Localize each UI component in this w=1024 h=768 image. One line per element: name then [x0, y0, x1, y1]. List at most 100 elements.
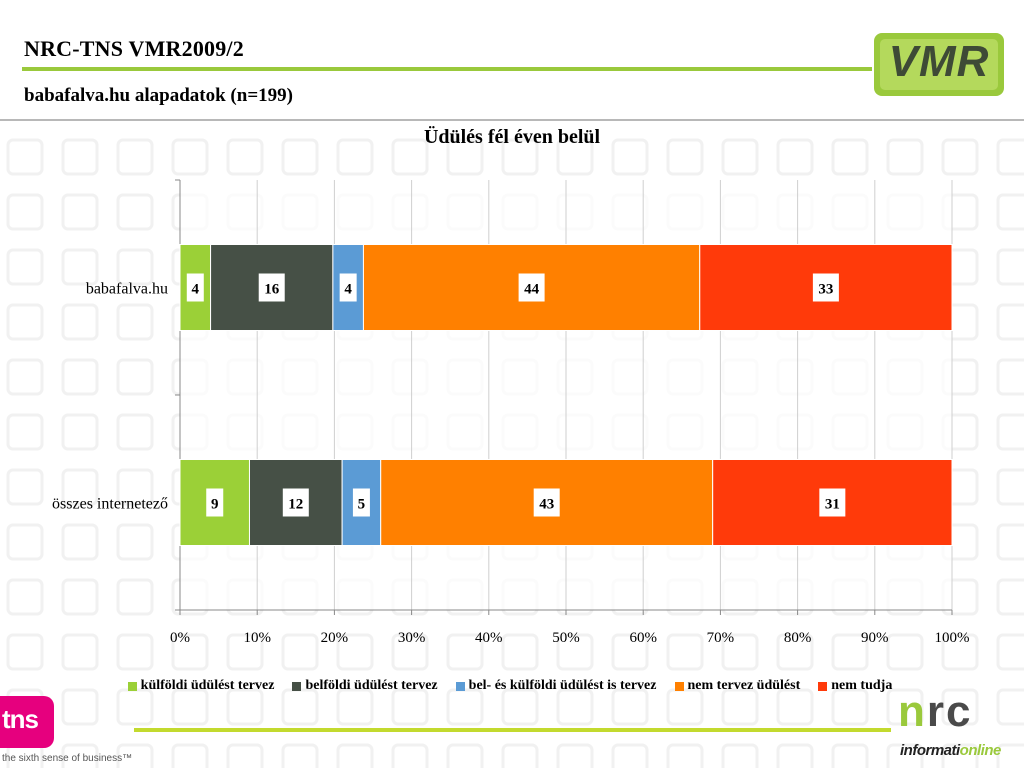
bg-square — [171, 633, 209, 671]
bg-square — [776, 743, 814, 768]
bg-square — [446, 688, 484, 726]
data-label: 5 — [358, 497, 366, 513]
x-tick-label: 100% — [935, 630, 970, 646]
legend-label: belföldi üdülést tervez — [305, 678, 438, 693]
nrc-logo-n: n — [898, 687, 927, 736]
bg-square — [776, 688, 814, 726]
legend-swatch — [818, 681, 828, 691]
bg-square — [886, 138, 924, 176]
category-label: összes internetező — [52, 496, 168, 513]
chart-legend: külföldi üdülést tervez belföldi üdülést … — [60, 676, 960, 696]
bg-square — [611, 138, 649, 176]
data-label: 9 — [211, 497, 219, 513]
bg-square — [391, 138, 429, 176]
bg-square — [831, 138, 869, 176]
data-label-box — [206, 488, 224, 517]
bg-square — [61, 303, 99, 341]
legend-label: nem tudja — [831, 678, 893, 693]
legend-item: belföldi üdülést tervez — [292, 678, 438, 694]
bg-square — [336, 688, 374, 726]
x-tick-label: 10% — [243, 630, 271, 646]
x-tick-label: 0% — [170, 630, 190, 646]
bg-square — [391, 688, 429, 726]
data-label: 43 — [539, 497, 554, 513]
bg-square — [886, 633, 924, 671]
bg-square — [116, 523, 154, 561]
bg-square — [996, 743, 1024, 768]
bg-square — [336, 633, 374, 671]
bg-square — [61, 633, 99, 671]
bg-square — [666, 688, 704, 726]
bg-square — [996, 303, 1024, 341]
informationline-prefix: informati — [900, 742, 960, 759]
x-tick-label: 40% — [475, 630, 503, 646]
bg-square — [6, 578, 44, 616]
bg-square — [116, 413, 154, 451]
bg-square — [61, 743, 99, 768]
data-label-box — [819, 488, 846, 517]
bg-square — [721, 633, 759, 671]
data-label-box — [518, 273, 545, 302]
bg-square — [226, 138, 264, 176]
data-label: 44 — [524, 282, 540, 298]
x-tick-label: 30% — [398, 630, 426, 646]
legend-label: bel- és külföldi üdülést is tervez — [468, 678, 657, 693]
bg-square — [996, 578, 1024, 616]
nrc-logo-text: nrc — [898, 690, 972, 734]
bg-square — [831, 688, 869, 726]
bg-square — [6, 193, 44, 231]
bg-square — [61, 523, 99, 561]
legend-swatch — [455, 681, 465, 691]
x-tick-label: 90% — [861, 630, 889, 646]
data-label: 16 — [264, 282, 280, 298]
page-title: NRC-TNS VMR2009/2 — [24, 36, 244, 61]
x-tick-label: 60% — [629, 630, 657, 646]
bg-square — [941, 743, 979, 768]
bg-square — [501, 633, 539, 671]
bg-square — [886, 688, 924, 726]
bg-square — [776, 633, 814, 671]
data-label: 12 — [288, 497, 303, 513]
legend-item: nem tervez üdülést — [674, 678, 800, 694]
page-subtitle: babafalva.hu alapadatok (n=199) — [24, 85, 293, 106]
bg-square — [116, 578, 154, 616]
bg-square — [61, 138, 99, 176]
bg-square — [281, 633, 319, 671]
bg-square — [226, 633, 264, 671]
x-tick-label: 70% — [707, 630, 735, 646]
bg-square — [61, 468, 99, 506]
bg-square — [941, 633, 979, 671]
bg-square — [446, 743, 484, 768]
bg-square — [6, 468, 44, 506]
bg-square — [831, 633, 869, 671]
informationline-logo-text: informationline — [900, 742, 1001, 759]
bg-square — [226, 743, 264, 768]
data-label: 33 — [818, 282, 833, 298]
data-label-box — [258, 273, 285, 302]
x-tick-label: 20% — [321, 630, 349, 646]
bg-square — [6, 633, 44, 671]
bg-square — [61, 193, 99, 231]
tns-logo: tns the sixth sense of business™ — [0, 696, 140, 768]
bg-square — [116, 633, 154, 671]
data-label-box — [339, 273, 357, 302]
bg-square — [501, 138, 539, 176]
bg-square — [6, 523, 44, 561]
bg-square — [61, 358, 99, 396]
data-label-box — [282, 488, 309, 517]
bg-square — [941, 138, 979, 176]
bg-square — [336, 743, 374, 768]
data-label: 4 — [344, 282, 352, 298]
nrc-logo: nrc informationline — [898, 690, 1020, 764]
legend-item: bel- és külföldi üdülést is tervez — [455, 678, 657, 694]
header-divider — [0, 119, 1024, 121]
tns-tagline: the sixth sense of business™ — [2, 753, 133, 764]
bg-square — [6, 138, 44, 176]
bg-square — [996, 358, 1024, 396]
nrc-logo-rc: rc — [926, 687, 973, 736]
bg-square — [61, 413, 99, 451]
bg-square — [721, 138, 759, 176]
vmr-logo-text: VMR — [888, 37, 990, 86]
legend-label: külföldi üdülést tervez — [140, 678, 275, 693]
bg-square — [996, 248, 1024, 286]
